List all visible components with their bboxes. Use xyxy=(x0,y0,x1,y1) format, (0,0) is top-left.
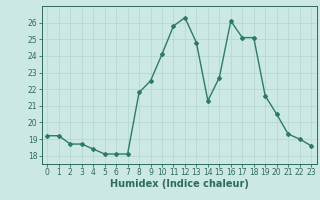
X-axis label: Humidex (Indice chaleur): Humidex (Indice chaleur) xyxy=(110,179,249,189)
